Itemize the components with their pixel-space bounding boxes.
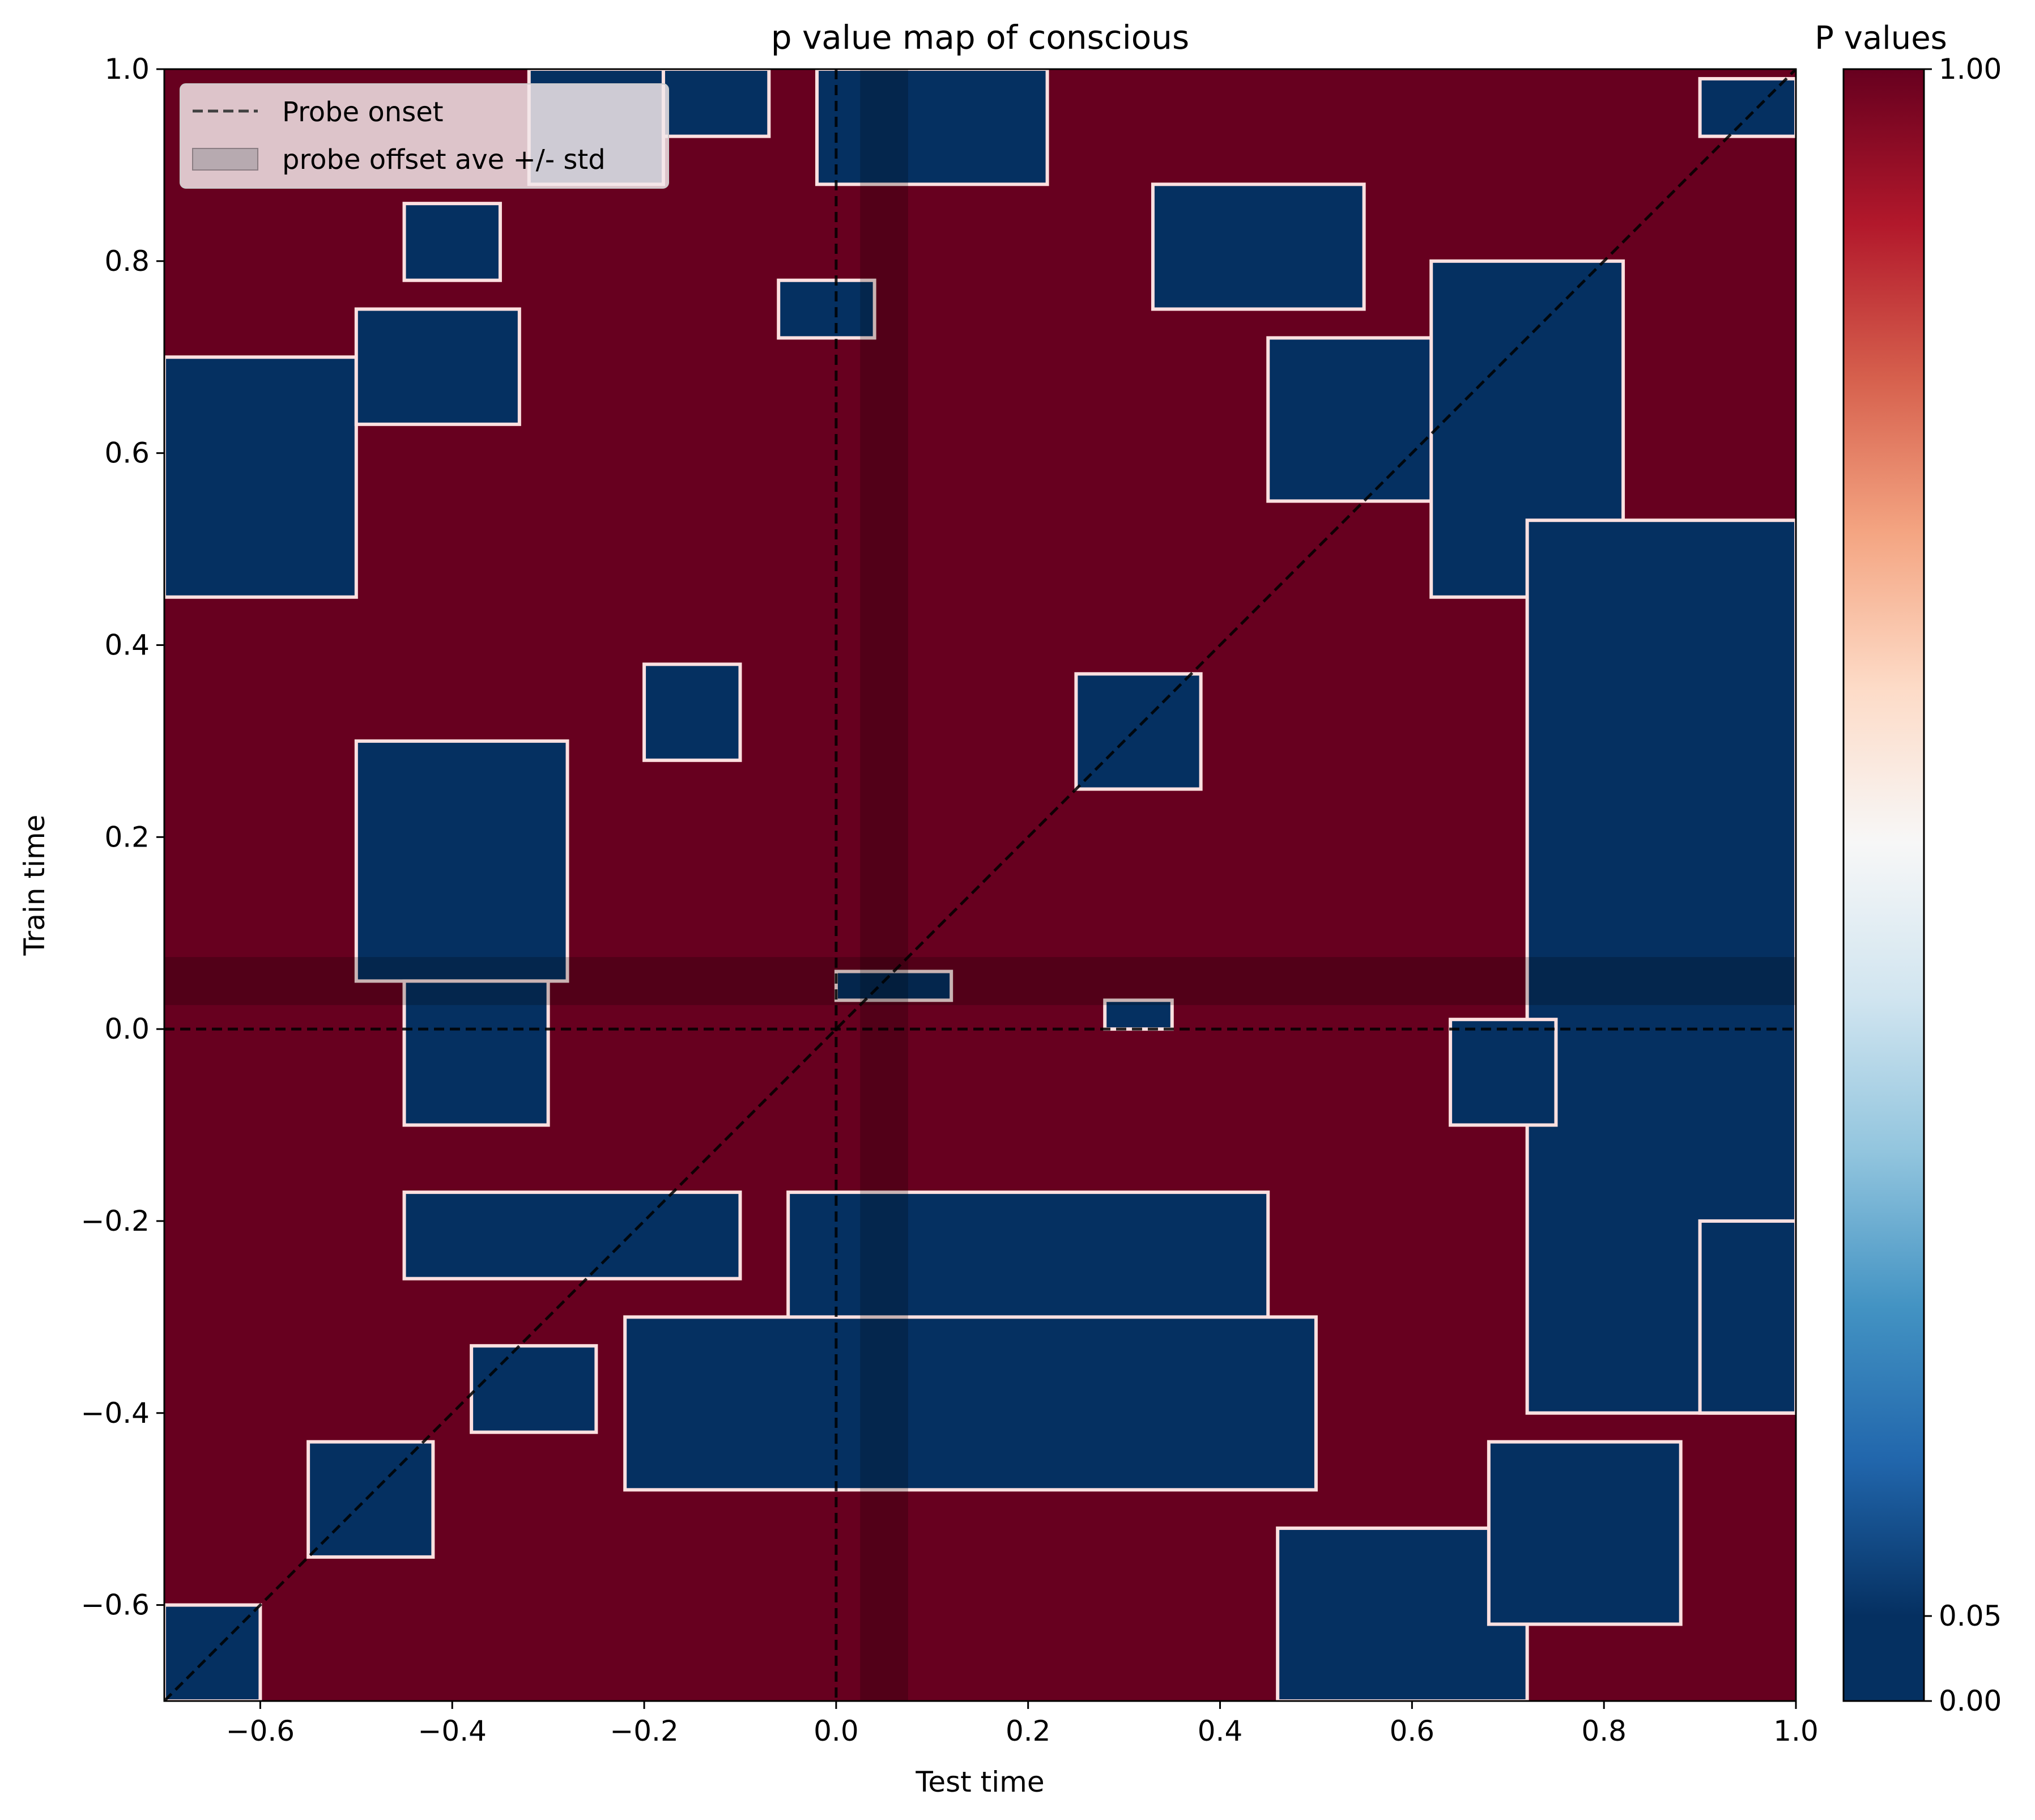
x-tick-label: 0.6 [1390,1715,1435,1747]
significant-region-7 [1151,182,1366,311]
colorbar-ticks: 0.00 0.05 1.00 [1924,53,2002,1717]
significant-region-26 [1487,1440,1683,1626]
colorbar-tick-label: 0.05 [1939,1600,2002,1632]
probe-offset-band-horizontal [164,957,1796,1005]
significant-region-25 [1276,1526,1529,1701]
y-tick-label: −0.4 [81,1397,150,1430]
x-tick-label: 0.8 [1581,1715,1627,1747]
colorbar-label: P values [1815,20,1947,57]
x-tick-label: −0.4 [418,1715,487,1747]
significant-regions [164,69,1796,1701]
significant-region-15 [1074,672,1203,791]
legend-label-probe-offset: probe offset ave +/- std [282,144,606,176]
probe-offset-bands [164,69,1796,1701]
x-tick-label: −0.2 [610,1715,678,1747]
legend-label-probe-onset: Probe onset [282,96,444,128]
significant-region-27 [1698,1219,1796,1415]
x-axis-ticks: −0.6 −0.4 −0.2 0.0 0.2 0.4 0.6 0.8 1.0 [226,1701,1819,1747]
significant-region-2 [402,202,502,282]
colorbar-tick-label: 0.00 [1939,1685,2002,1717]
colorbar-lower-segment [1844,1615,1924,1701]
significant-region-13 [402,979,550,1127]
y-tick-label: 0.6 [104,437,150,470]
legend: Probe onset probe offset ave +/- std [180,83,669,189]
significant-region-0 [164,355,358,599]
x-axis-label: Test time [915,1766,1044,1798]
significant-region-19 [402,1190,742,1281]
y-tick-label: 0.2 [104,820,150,853]
colorbar-gradient [1844,69,1924,1616]
colorbar: P values 0.00 0.05 1.00 [1815,20,2002,1717]
y-tick-label: −0.6 [81,1589,150,1622]
colorbar-frame [1842,68,1925,1702]
significant-region-11 [1698,76,1796,138]
significant-region-1 [354,307,521,426]
significant-region-22 [470,1344,598,1434]
y-tick-label: 0.4 [104,628,150,661]
y-axis-ticks: −0.6 −0.4 −0.2 0.0 0.2 0.4 0.6 0.8 1.0 [81,53,164,1622]
significant-region-17 [1103,998,1174,1031]
x-tick-label: −0.6 [226,1715,295,1747]
x-tick-label: 0.4 [1198,1715,1243,1747]
colorbar-tick-label: 1.00 [1939,53,2002,86]
significant-region-16 [834,969,953,1002]
y-tick-label: 1.0 [104,53,150,86]
significant-region-4 [661,69,771,138]
x-tick-label: 1.0 [1773,1715,1819,1747]
plot-frame [163,68,1797,1702]
x-tick-label: 0.2 [1006,1715,1051,1747]
y-axis-label: Train time [18,815,51,956]
legend-box [180,83,669,189]
significant-region-6 [815,69,1049,186]
significant-region-5 [777,278,876,340]
reference-lines [164,69,1796,1701]
diagonal-line [164,69,1796,1701]
chart-title: p value map of conscious [771,18,1190,57]
y-tick-label: 0.8 [104,245,150,278]
probe-offset-band-vertical [860,69,908,1701]
legend-gray-patch-icon [192,148,258,171]
significant-region-18 [1449,1018,1558,1127]
y-tick-label: −0.2 [81,1205,150,1238]
significant-region-14 [642,662,742,762]
significant-region-21 [623,1315,1318,1492]
y-tick-label: 0.0 [104,1013,150,1045]
significant-region-12 [354,739,569,983]
x-tick-label: 0.0 [814,1715,859,1747]
